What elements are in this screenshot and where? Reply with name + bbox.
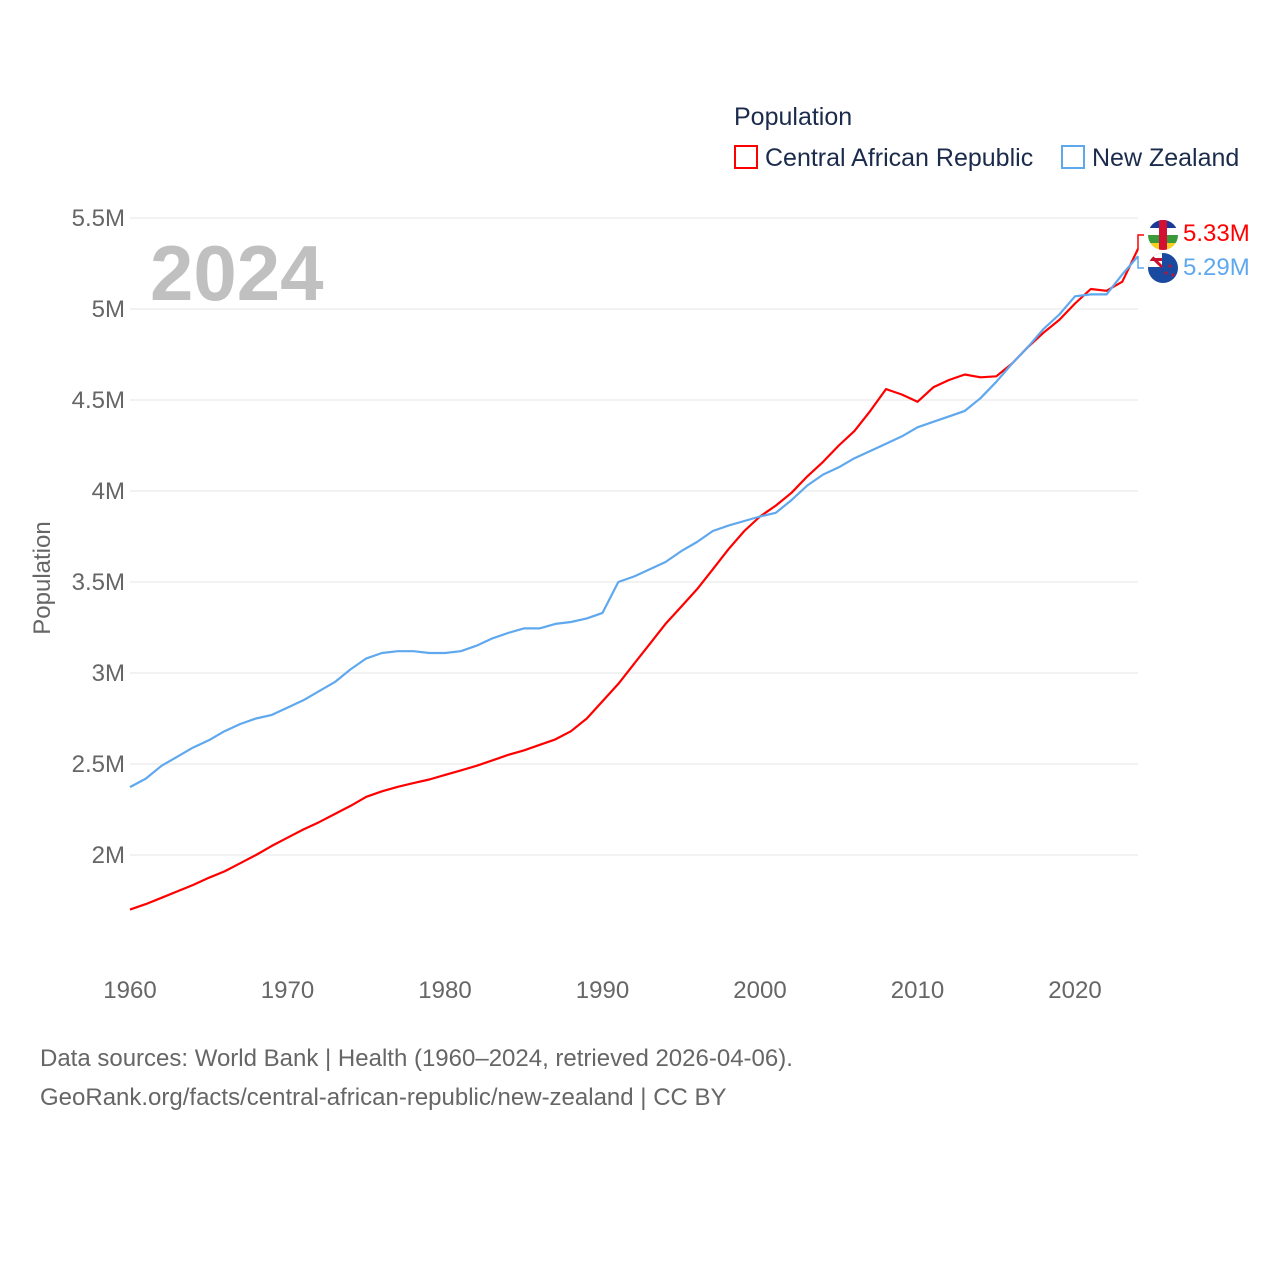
- legend-title: Population: [734, 103, 852, 131]
- x-axis-ticks: 1960 1970 1980 1990 2000 2010 2020: [103, 977, 1101, 1004]
- y-tick-label: 5M: [92, 296, 125, 323]
- x-tick-label: 2000: [733, 977, 786, 1004]
- y-axis-label: Population: [29, 521, 56, 634]
- legend-label-nz: New Zealand: [1092, 144, 1239, 172]
- y-tick-label: 2.5M: [72, 751, 125, 778]
- end-connector-nz: [1137, 256, 1144, 269]
- series-line-central-african-republic: [129, 248, 1139, 911]
- series-line-new-zealand: [129, 255, 1139, 789]
- footer-sources: Data sources: World Bank | Health (1960–…: [40, 1045, 793, 1072]
- legend-item-central-african-republic[interactable]: Central African Republic: [734, 144, 1033, 172]
- new-zealand-flag-icon: [1148, 253, 1178, 283]
- legend: Population Central African Republic New …: [734, 103, 1239, 172]
- y-axis-ticks: 2M 2.5M 3M 3.5M 4M 4.5M 5M 5.5M: [72, 205, 125, 869]
- y-tick-label: 2M: [92, 842, 125, 869]
- gridlines: [130, 217, 1138, 856]
- x-tick-label: 1990: [576, 977, 629, 1004]
- x-tick-label: 2010: [891, 977, 944, 1004]
- legend-swatch-nz: [1061, 145, 1085, 169]
- central-african-republic-flag-icon: [1148, 220, 1178, 250]
- end-connector-car: [1137, 234, 1144, 249]
- series-lines: [129, 248, 1139, 911]
- legend-label-car: Central African Republic: [765, 144, 1033, 172]
- y-tick-label: 5.5M: [72, 205, 125, 232]
- x-tick-label: 1960: [103, 977, 156, 1004]
- y-tick-label: 3M: [92, 660, 125, 687]
- x-tick-label: 1980: [418, 977, 471, 1004]
- y-tick-label: 4M: [92, 478, 125, 505]
- x-tick-label: 1970: [261, 977, 314, 1004]
- legend-swatch-car: [734, 145, 758, 169]
- x-tick-label: 2020: [1048, 977, 1101, 1004]
- end-labels: 5.33M 5.29M: [1137, 220, 1250, 283]
- y-tick-label: 4.5M: [72, 387, 125, 414]
- footer-attribution[interactable]: GeoRank.org/facts/central-african-republ…: [40, 1084, 727, 1111]
- end-label-nz: 5.29M: [1183, 254, 1250, 281]
- legend-item-new-zealand[interactable]: New Zealand: [1061, 144, 1239, 172]
- y-tick-label: 3.5M: [72, 569, 125, 596]
- year-watermark: 2024: [150, 229, 324, 317]
- end-label-car: 5.33M: [1183, 220, 1250, 247]
